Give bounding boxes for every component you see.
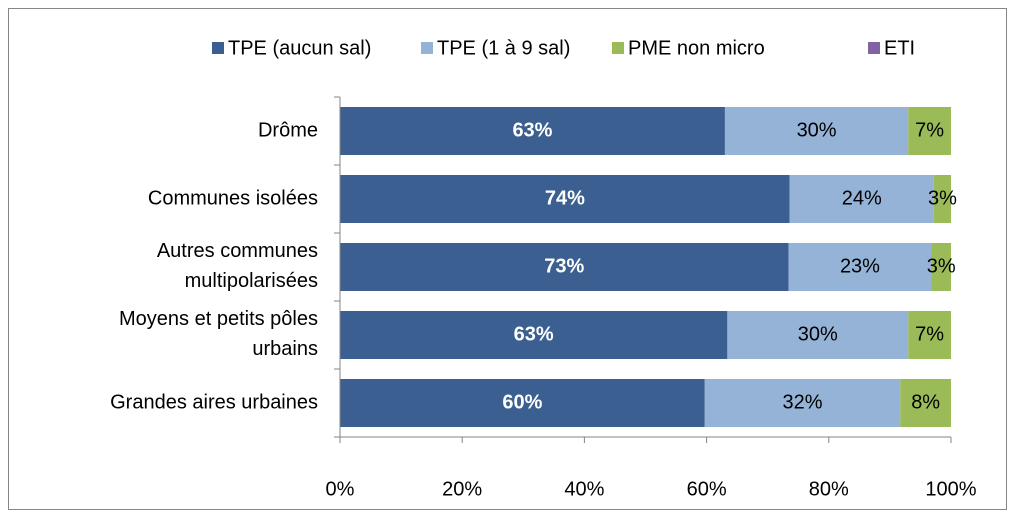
bar-segment xyxy=(704,379,901,427)
y-tick-label: Communes isolées xyxy=(148,187,318,209)
data-label: 3% xyxy=(927,255,956,277)
bar-segment xyxy=(727,311,909,359)
x-tick-label: 40% xyxy=(564,478,604,500)
legend-label: ETI xyxy=(884,37,915,59)
x-tick-label: 0% xyxy=(326,478,355,500)
bar-segment xyxy=(908,107,951,155)
bar-segment xyxy=(340,107,725,155)
bar-segment xyxy=(933,175,951,223)
data-label: 32% xyxy=(783,391,823,413)
data-label: 63% xyxy=(512,119,552,141)
bar-segment xyxy=(340,243,789,291)
bar-segment xyxy=(900,379,951,427)
data-label: 30% xyxy=(798,323,838,345)
data-label: 7% xyxy=(915,323,944,345)
data-label: 8% xyxy=(911,391,940,413)
data-label: 3% xyxy=(928,187,957,209)
bar-segment xyxy=(908,311,951,359)
bar-segment xyxy=(724,107,909,155)
data-label: 24% xyxy=(842,187,882,209)
data-label: 23% xyxy=(840,255,880,277)
y-tick-label: Autres communes multipolarisées xyxy=(157,240,318,292)
legend-label: PME non micro xyxy=(628,37,765,59)
bar-segment xyxy=(340,379,705,427)
x-tick-label: 100% xyxy=(925,478,976,500)
x-tick-label: 20% xyxy=(442,478,482,500)
legend-swatch xyxy=(212,42,224,54)
y-tick-label: Drôme xyxy=(258,119,318,141)
legend-swatch xyxy=(421,42,433,54)
data-label: 7% xyxy=(915,119,944,141)
data-label: 63% xyxy=(514,323,554,345)
legend-swatch xyxy=(612,42,624,54)
data-label: 74% xyxy=(545,187,585,209)
legend-swatch xyxy=(868,42,880,54)
data-label: 60% xyxy=(502,391,542,413)
data-label: 73% xyxy=(544,255,584,277)
bar-segment xyxy=(340,175,790,223)
y-tick-label: Moyens et petits pôles urbains xyxy=(119,308,318,360)
bar-segment xyxy=(931,243,951,291)
y-tick-label: Grandes aires urbaines xyxy=(110,391,318,413)
legend-label: TPE (aucun sal) xyxy=(228,37,371,59)
bar-segment xyxy=(789,175,934,223)
bar-segment xyxy=(340,311,728,359)
data-label: 30% xyxy=(797,119,837,141)
legend-label: TPE (1 à 9 sal) xyxy=(437,37,570,59)
x-tick-label: 60% xyxy=(687,478,727,500)
x-tick-label: 80% xyxy=(809,478,849,500)
bar-segment xyxy=(788,243,932,291)
